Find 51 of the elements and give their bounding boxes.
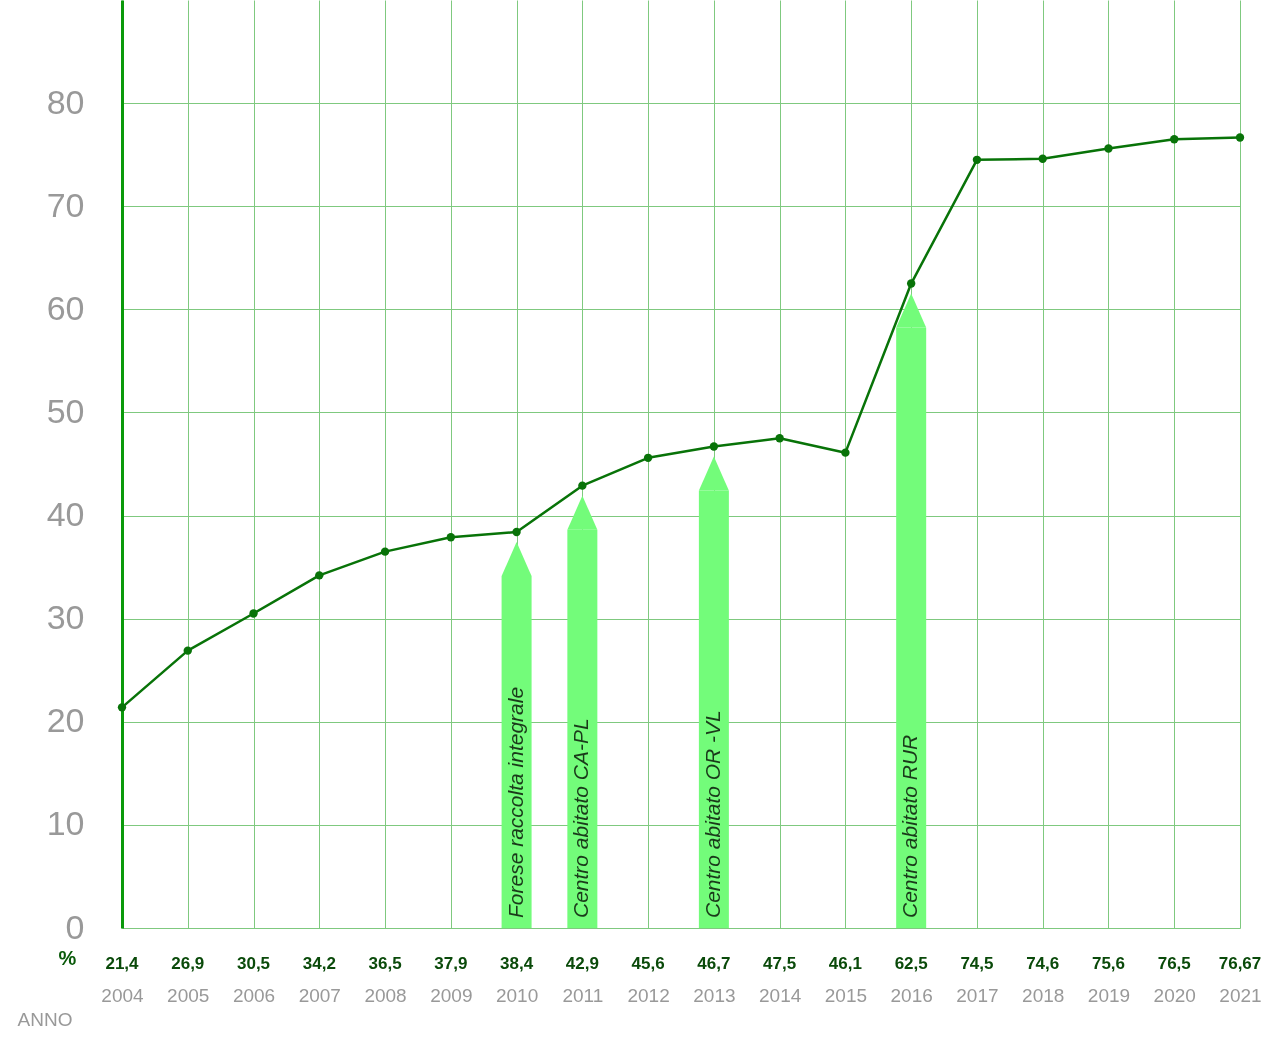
annotation: Centro abitato CA-PL	[569, 718, 593, 918]
annotation: Forese raccolta integrale	[503, 686, 527, 918]
data-label: 30,5	[236, 954, 271, 973]
x-tick-label: 2012	[627, 984, 670, 1006]
x-tick-label: 2004	[101, 984, 145, 1006]
data-label: 36,5	[368, 954, 402, 973]
data-label: 47,5	[763, 954, 797, 973]
x-tick-label: 2021	[1219, 984, 1262, 1006]
y-tick-label: 20	[46, 701, 85, 740]
y-tick-label: 40	[46, 495, 85, 534]
y-tick-label: 80	[46, 82, 85, 121]
data-label: 46,1	[828, 954, 862, 973]
x-tick-label: 2018	[1022, 984, 1065, 1006]
x-tick-label: 2009	[430, 984, 473, 1006]
data-label: 74,6	[1026, 954, 1060, 973]
data-label: 74,5	[960, 954, 994, 973]
x-tick-label: 2014	[759, 984, 802, 1006]
data-label: 34,2	[302, 954, 336, 973]
x-tick-label: 2020	[1153, 984, 1196, 1006]
y-tick-label: 10	[46, 804, 85, 843]
x-tick-label: 2010	[495, 984, 539, 1006]
x-tick-label: 2007	[298, 984, 341, 1006]
data-label: 46,7	[697, 954, 731, 973]
x-tick-label: 2006	[232, 984, 276, 1006]
data-label: 26,9	[171, 954, 205, 973]
x-tick-label: 2019	[1087, 984, 1131, 1006]
data-label: 75,6	[1091, 954, 1126, 973]
x-tick-label: 2016	[890, 984, 933, 1006]
x-tick-label: 2005	[167, 984, 210, 1006]
annotation: Centro abitato RUR	[898, 734, 922, 918]
x-tick-label: 2011	[562, 984, 604, 1006]
y-tick-label: 60	[46, 288, 85, 327]
x-tick-label: 2017	[956, 984, 999, 1006]
data-label: 21,4	[105, 954, 140, 973]
x-axis-title: ANNO	[17, 1008, 73, 1030]
data-label: 62,5	[894, 954, 928, 973]
data-label: 76,67	[1218, 954, 1262, 973]
x-tick-label: 2008	[364, 984, 407, 1006]
y-tick-label: 30	[46, 598, 85, 637]
annotation: Centro abitato OR -VL	[700, 710, 724, 918]
y-tick-label: 70	[46, 185, 85, 224]
data-label: 42,9	[565, 954, 599, 973]
y-tick-label: 50	[46, 391, 85, 430]
x-tick-label: 2015	[824, 984, 868, 1006]
data-label: 76,5	[1157, 954, 1191, 973]
y-axis-title: %	[58, 946, 77, 969]
y-tick-label: 0	[65, 907, 85, 946]
data-label: 37,9	[434, 954, 468, 973]
x-tick-label: 2013	[693, 984, 736, 1006]
data-label: 45,6	[631, 954, 665, 973]
data-label: 38,4	[500, 954, 534, 973]
